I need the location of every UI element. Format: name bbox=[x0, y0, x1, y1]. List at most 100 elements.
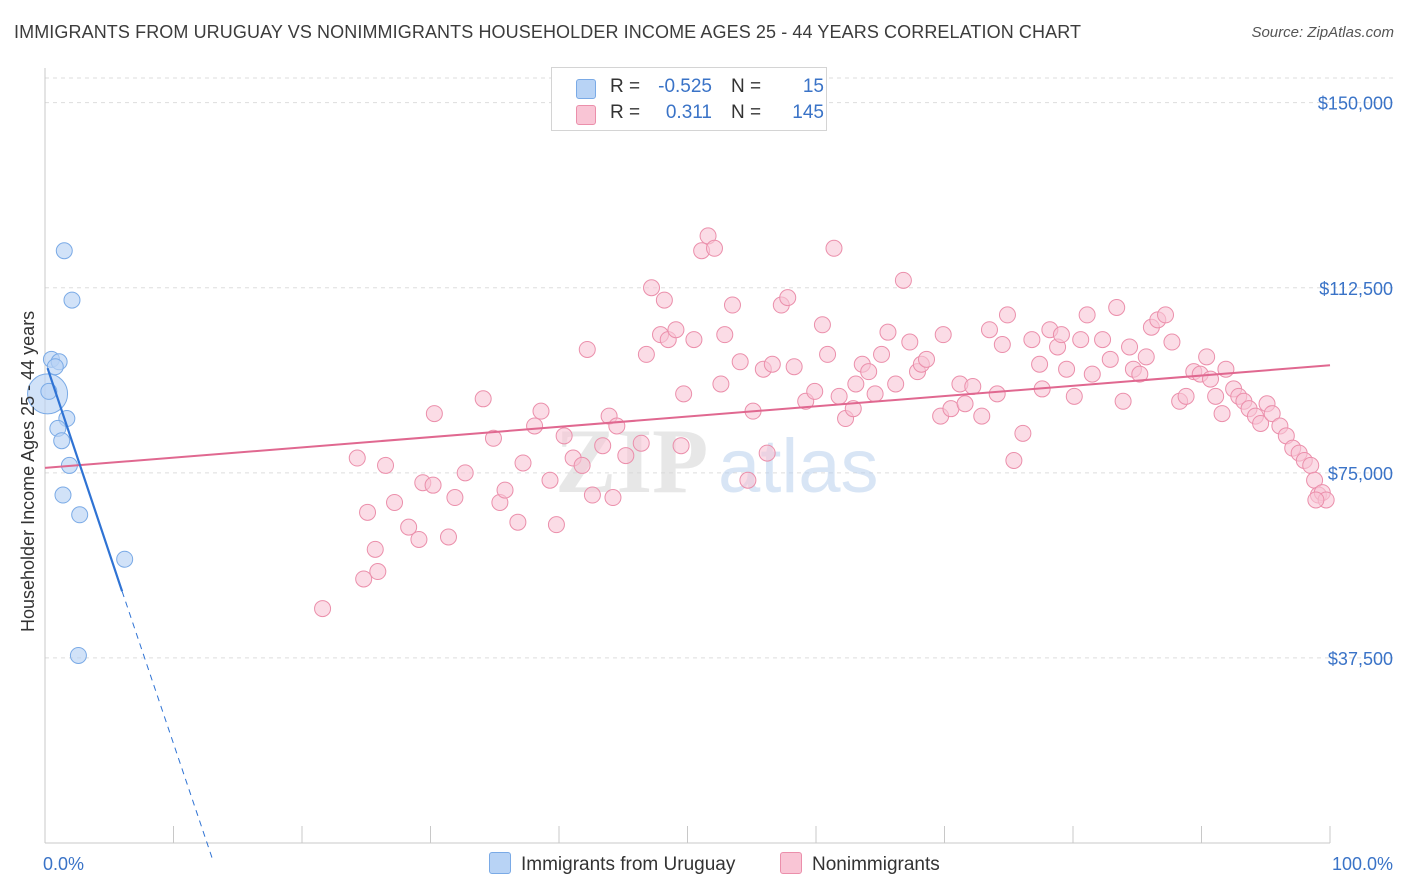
stats-legend: R = -0.525 N = 15 R = 0.311 N = 145 bbox=[551, 67, 827, 131]
r-value: -0.525 bbox=[658, 76, 712, 97]
nonimmigrant-point bbox=[456, 464, 474, 482]
nonimmigrant-point bbox=[779, 289, 797, 307]
legend-item-nonimmigrants[interactable]: Nonimmigrants bbox=[780, 852, 940, 876]
nonimmigrant-point bbox=[675, 385, 693, 403]
nonimmigrant-point bbox=[1052, 326, 1070, 344]
nonimmigrants-trend-line bbox=[44, 364, 1331, 469]
nonimmigrant-point bbox=[594, 437, 612, 455]
nonimmigrant-point bbox=[643, 279, 661, 297]
nonimmigrant-point bbox=[918, 350, 936, 368]
nonimmigrant-point bbox=[439, 528, 457, 546]
nonimmigrant-point bbox=[555, 427, 573, 445]
nonimmigrant-point bbox=[377, 456, 395, 474]
r-label: R = bbox=[610, 102, 641, 123]
nonimmigrant-point bbox=[901, 333, 919, 351]
nonimmigrant-point bbox=[496, 481, 514, 499]
nonimmigrant-point bbox=[541, 471, 559, 489]
nonimmigrant-point bbox=[446, 489, 464, 507]
nonimmigrant-point bbox=[758, 444, 776, 462]
nonimmigrant-point bbox=[847, 375, 865, 393]
nonimmigrant-point bbox=[1058, 360, 1076, 378]
nonimmigrant-point bbox=[547, 516, 565, 534]
nonimmigrant-point bbox=[1031, 355, 1049, 373]
uruguay-points bbox=[27, 242, 134, 664]
nonimmigrant-point bbox=[400, 518, 418, 536]
legend-label: Nonimmigrants bbox=[812, 854, 940, 875]
nonimmigrant-point bbox=[369, 563, 387, 581]
nonimmigrant-point bbox=[988, 385, 1006, 403]
nonimmigrant-point bbox=[410, 530, 428, 548]
nonimmigrant-point bbox=[1302, 456, 1320, 474]
n-value: 145 bbox=[792, 102, 824, 123]
nonimmigrant-point bbox=[866, 385, 884, 403]
axes bbox=[44, 68, 1331, 844]
uruguay-point bbox=[116, 550, 134, 568]
y-tick-label: $75,000 bbox=[1328, 464, 1393, 484]
y-tick-label: $150,000 bbox=[1318, 94, 1393, 114]
trend-lines bbox=[44, 364, 1331, 858]
nonimmigrant-point bbox=[942, 400, 960, 418]
watermark: ZIP atlas bbox=[555, 410, 879, 512]
n-value: 15 bbox=[802, 76, 824, 97]
nonimmigrant-point bbox=[964, 377, 982, 395]
nonimmigrant-point bbox=[993, 336, 1011, 354]
nonimmigrant-point bbox=[1137, 348, 1155, 366]
y-tick-label: $37,500 bbox=[1328, 649, 1393, 669]
uruguay-point bbox=[69, 646, 87, 664]
nonimmigrant-point bbox=[637, 345, 655, 363]
nonimmigrant-point bbox=[712, 375, 730, 393]
nonimmigrant-point bbox=[526, 417, 544, 435]
nonimmigrant-point bbox=[1083, 365, 1101, 383]
nonimmigrant-point bbox=[359, 503, 377, 521]
uruguay-point bbox=[63, 291, 81, 309]
nonimmigrant-point bbox=[1023, 331, 1041, 349]
nonimmigrant-point bbox=[474, 390, 492, 408]
nonimmigrant-point bbox=[484, 429, 502, 447]
nonimmigrant-point bbox=[1157, 306, 1175, 324]
nonimmigrant-point bbox=[1198, 348, 1216, 366]
nonimmigrant-point bbox=[860, 363, 878, 381]
nonimmigrant-point bbox=[424, 476, 442, 494]
nonimmigrant-point bbox=[532, 402, 550, 420]
nonimmigrant-point bbox=[1263, 405, 1281, 423]
nonimmigrant-point bbox=[1072, 331, 1090, 349]
uruguay-trend-extension bbox=[121, 591, 213, 858]
nonimmigrant-point bbox=[785, 358, 803, 376]
nonimmigrant-point bbox=[1078, 306, 1096, 324]
nonimmigrant-point bbox=[1094, 331, 1112, 349]
y-tick-label: $112,500 bbox=[1319, 279, 1393, 299]
nonimmigrant-point bbox=[1307, 491, 1325, 509]
nonimmigrant-point bbox=[425, 405, 443, 423]
nonimmigrant-point bbox=[830, 387, 848, 405]
nonimmigrant-point bbox=[716, 326, 734, 344]
nonimmigrant-point bbox=[723, 296, 741, 314]
nonimmigrant-point bbox=[980, 321, 998, 339]
nonimmigrant-point bbox=[763, 355, 781, 373]
uruguay-swatch bbox=[576, 79, 596, 99]
nonimmigrant-point bbox=[887, 375, 905, 393]
nonimmigrant-point bbox=[617, 447, 635, 465]
nonimmigrant-point bbox=[998, 306, 1016, 324]
x-tick-label-max: 100.0% bbox=[1332, 854, 1393, 874]
nonimmigrant-point bbox=[685, 331, 703, 349]
legend-item-uruguay[interactable]: Immigrants from Uruguay bbox=[489, 852, 735, 876]
nonimmigrant-point bbox=[608, 417, 626, 435]
nonimmigrant-point bbox=[973, 407, 991, 425]
y-axis-label: Householder Income Ages 25 - 44 years bbox=[18, 310, 38, 632]
nonimmigrant-point bbox=[806, 382, 824, 400]
nonimmigrants-legend-swatch bbox=[780, 852, 802, 874]
nonimmigrant-point bbox=[672, 437, 690, 455]
n-label: N = bbox=[731, 102, 762, 123]
nonimmigrants-points bbox=[314, 227, 1335, 618]
uruguay-point bbox=[54, 486, 72, 504]
nonimmigrant-point bbox=[1207, 387, 1225, 405]
nonimmigrant-point bbox=[578, 340, 596, 358]
nonimmigrant-point bbox=[819, 345, 837, 363]
nonimmigrant-point bbox=[844, 400, 862, 418]
nonimmigrant-point bbox=[583, 486, 601, 504]
uruguay-legend-swatch bbox=[489, 852, 511, 874]
nonimmigrant-point bbox=[509, 513, 527, 531]
nonimmigrant-point bbox=[894, 271, 912, 289]
nonimmigrant-point bbox=[1065, 387, 1083, 405]
